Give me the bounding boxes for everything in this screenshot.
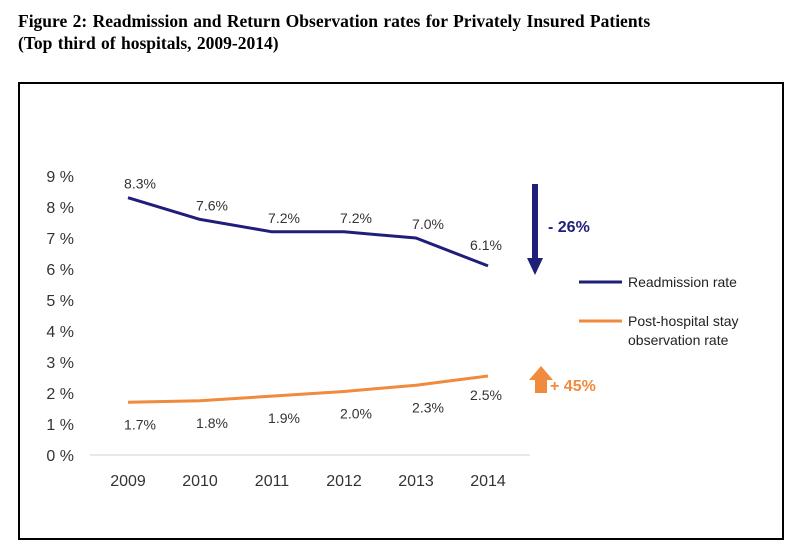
y-tick-label: 6 %	[46, 262, 74, 279]
readmission-series-line	[127, 196, 489, 268]
increase-arrow-head	[529, 366, 553, 380]
decrease-arrow-head	[527, 258, 543, 275]
observation-data-label: 2.3%	[412, 399, 444, 415]
readmission-data-label: 7.6%	[196, 197, 228, 213]
decrease-annotation: - 26%	[548, 219, 590, 236]
readmission-data-label: 7.2%	[268, 210, 300, 226]
y-tick-label: 9 %	[46, 169, 74, 186]
readmission-data-label: 6.1%	[470, 237, 502, 253]
chart-frame	[18, 82, 784, 540]
legend-label-readmission: Readmission rate	[628, 274, 737, 290]
y-tick-label: 4 %	[46, 324, 74, 341]
readmission-data-label: 8.3%	[124, 176, 156, 192]
x-tick-label: 2011	[255, 473, 290, 490]
observation-data-label: 2.5%	[470, 387, 502, 403]
readmission-data-label: 7.0%	[412, 216, 444, 232]
observation-data-label: 1.8%	[196, 415, 228, 431]
observation-data-label: 1.9%	[268, 410, 300, 426]
increase-annotation: + 45%	[550, 378, 596, 395]
y-tick-label: 2 %	[46, 386, 74, 403]
y-tick-label: 1 %	[46, 417, 74, 434]
x-tick-label: 2009	[110, 473, 146, 490]
legend-label-observation-line2: observation rate	[628, 332, 729, 348]
increase-arrow-shaft	[535, 380, 547, 393]
y-tick-label: 7 %	[46, 231, 74, 248]
legend-label-observation-line1: Post-hospital stay	[628, 313, 739, 329]
y-tick-label: 5 %	[46, 293, 74, 310]
observation-data-label: 1.7%	[124, 416, 156, 432]
figure-title: Figure 2: Readmission and Return Observa…	[18, 10, 788, 54]
readmission-data-label: 7.2%	[340, 210, 372, 226]
x-tick-label: 2014	[470, 473, 506, 490]
observation-data-label: 2.0%	[340, 405, 372, 421]
observation-series-line	[127, 374, 489, 404]
y-tick-label: 8 %	[46, 200, 74, 217]
decrease-arrow-shaft	[532, 184, 538, 260]
figure-title-line1: Figure 2: Readmission and Return Observa…	[18, 11, 651, 31]
x-tick-label: 2010	[182, 473, 218, 490]
figure-title-line2: (Top third of hospitals, 2009-2014)	[18, 33, 279, 53]
x-tick-label: 2013	[398, 473, 434, 490]
x-tick-label: 2012	[326, 473, 362, 490]
y-tick-label: 0 %	[46, 448, 74, 465]
y-tick-label: 3 %	[46, 355, 74, 372]
